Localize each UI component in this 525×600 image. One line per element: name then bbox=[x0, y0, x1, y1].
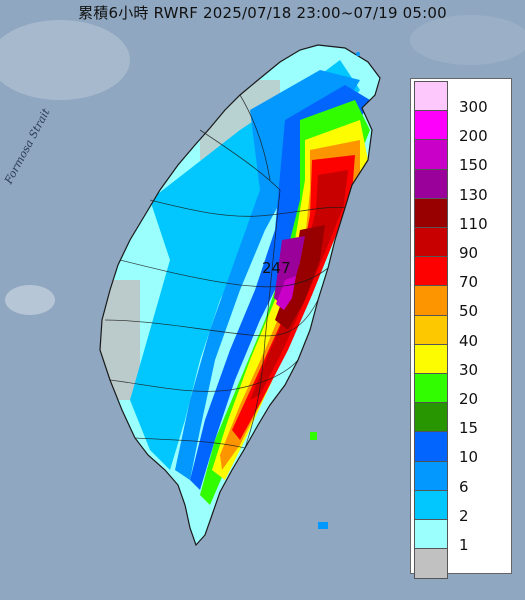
legend-swatch bbox=[414, 548, 448, 580]
legend-swatch bbox=[414, 285, 448, 317]
legend-swatch bbox=[414, 227, 448, 258]
legend-label: 40 bbox=[459, 331, 479, 350]
legend-label: 20 bbox=[459, 390, 479, 408]
taiwan-outline bbox=[99, 44, 381, 547]
legend-swatch bbox=[414, 139, 448, 171]
legend-swatch bbox=[414, 197, 448, 229]
max-rainfall-value: 247 bbox=[262, 259, 291, 277]
legend-swatch bbox=[414, 314, 448, 346]
legend-swatch bbox=[414, 402, 448, 434]
legend-swatch bbox=[414, 519, 448, 550]
rainfall-legend: 300 200 150 130 110 90 70 50 40 30 20 15 10 6 2 1 bbox=[410, 78, 512, 580]
legend-swatch bbox=[414, 460, 448, 492]
legend-swatch bbox=[414, 256, 448, 288]
cloud-patch bbox=[410, 15, 525, 65]
legend-label: 70 bbox=[459, 273, 479, 292]
legend-label: 1 bbox=[459, 536, 469, 554]
orchid-island bbox=[318, 522, 328, 529]
legend-label: 110 bbox=[459, 214, 488, 233]
legend-label: 150 bbox=[459, 156, 488, 175]
green-island bbox=[310, 432, 317, 440]
cloud-patch bbox=[0, 20, 130, 100]
cloud-patch bbox=[5, 285, 55, 315]
legend-label: 10 bbox=[459, 448, 479, 467]
legend-label: 200 bbox=[459, 127, 488, 146]
islet bbox=[356, 52, 360, 56]
legend-label: 30 bbox=[459, 360, 479, 379]
legend-swatch bbox=[414, 168, 448, 200]
map-title: 累積6小時 RWRF 2025/07/18 23:00~07/19 05:00 bbox=[78, 4, 447, 22]
legend-swatch bbox=[414, 431, 448, 463]
legend-label: 2 bbox=[459, 506, 469, 525]
county-boundaries bbox=[104, 94, 346, 449]
legend-swatch bbox=[414, 373, 448, 404]
legend-label: 130 bbox=[459, 185, 488, 204]
legend-label: 50 bbox=[459, 302, 479, 321]
legend-label: 6 bbox=[459, 477, 469, 496]
legend-label: 90 bbox=[459, 244, 479, 262]
legend-label: 300 bbox=[459, 98, 488, 116]
legend-swatch bbox=[414, 343, 448, 375]
legend-swatch bbox=[414, 81, 448, 112]
legend-swatch bbox=[414, 110, 448, 142]
legend-label: 15 bbox=[459, 419, 479, 438]
legend-swatch bbox=[414, 489, 448, 521]
